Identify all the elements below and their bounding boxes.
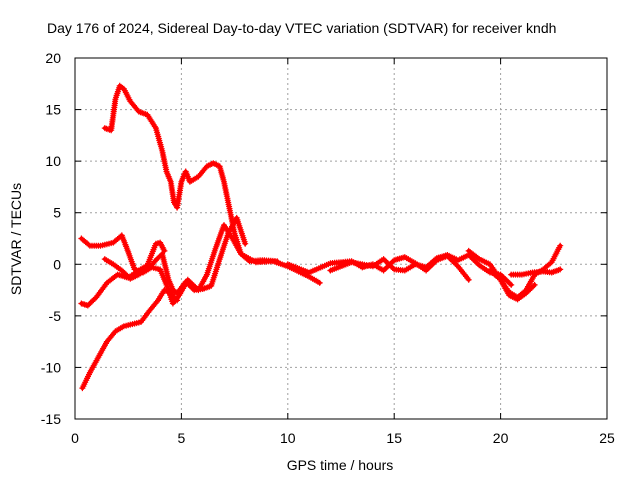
axis-ticks: 0 5 10 15 20 25 -15 -10 -5 0 5 10 15 20	[41, 50, 615, 446]
series-point-markers	[78, 239, 168, 309]
y-tick-label: 15	[45, 102, 61, 118]
y-tick-label: 20	[45, 50, 61, 66]
x-tick-label: 0	[71, 430, 79, 446]
x-tick-label: 20	[493, 430, 509, 446]
plot-frame	[74, 57, 608, 420]
y-tick-label: 0	[53, 256, 61, 272]
x-tick-label: 10	[280, 430, 296, 446]
x-axis-label: GPS time / hours	[287, 457, 394, 473]
y-axis-label: SDTVAR / TECUs	[8, 183, 24, 295]
chart-title: Day 176 of 2024, Sidereal Day-to-day VTE…	[47, 20, 556, 36]
series-point-markers	[79, 287, 181, 392]
series-track-9	[487, 267, 538, 303]
series-track-7	[327, 252, 515, 288]
x-tick-label: 15	[386, 430, 402, 446]
x-tick-label: 5	[178, 430, 186, 446]
y-tick-label: -15	[41, 411, 61, 427]
series-point-markers	[487, 267, 538, 303]
y-tick-label: 5	[53, 205, 61, 221]
series-track-10	[508, 266, 564, 278]
data-series	[78, 82, 564, 392]
y-tick-label: -10	[41, 359, 61, 375]
series-track-5	[79, 287, 181, 392]
series-track-4	[78, 239, 168, 309]
series-point-markers	[508, 266, 564, 278]
y-tick-label: -5	[49, 308, 62, 324]
y-tick-label: 10	[45, 153, 61, 169]
x-tick-label: 25	[599, 430, 615, 446]
